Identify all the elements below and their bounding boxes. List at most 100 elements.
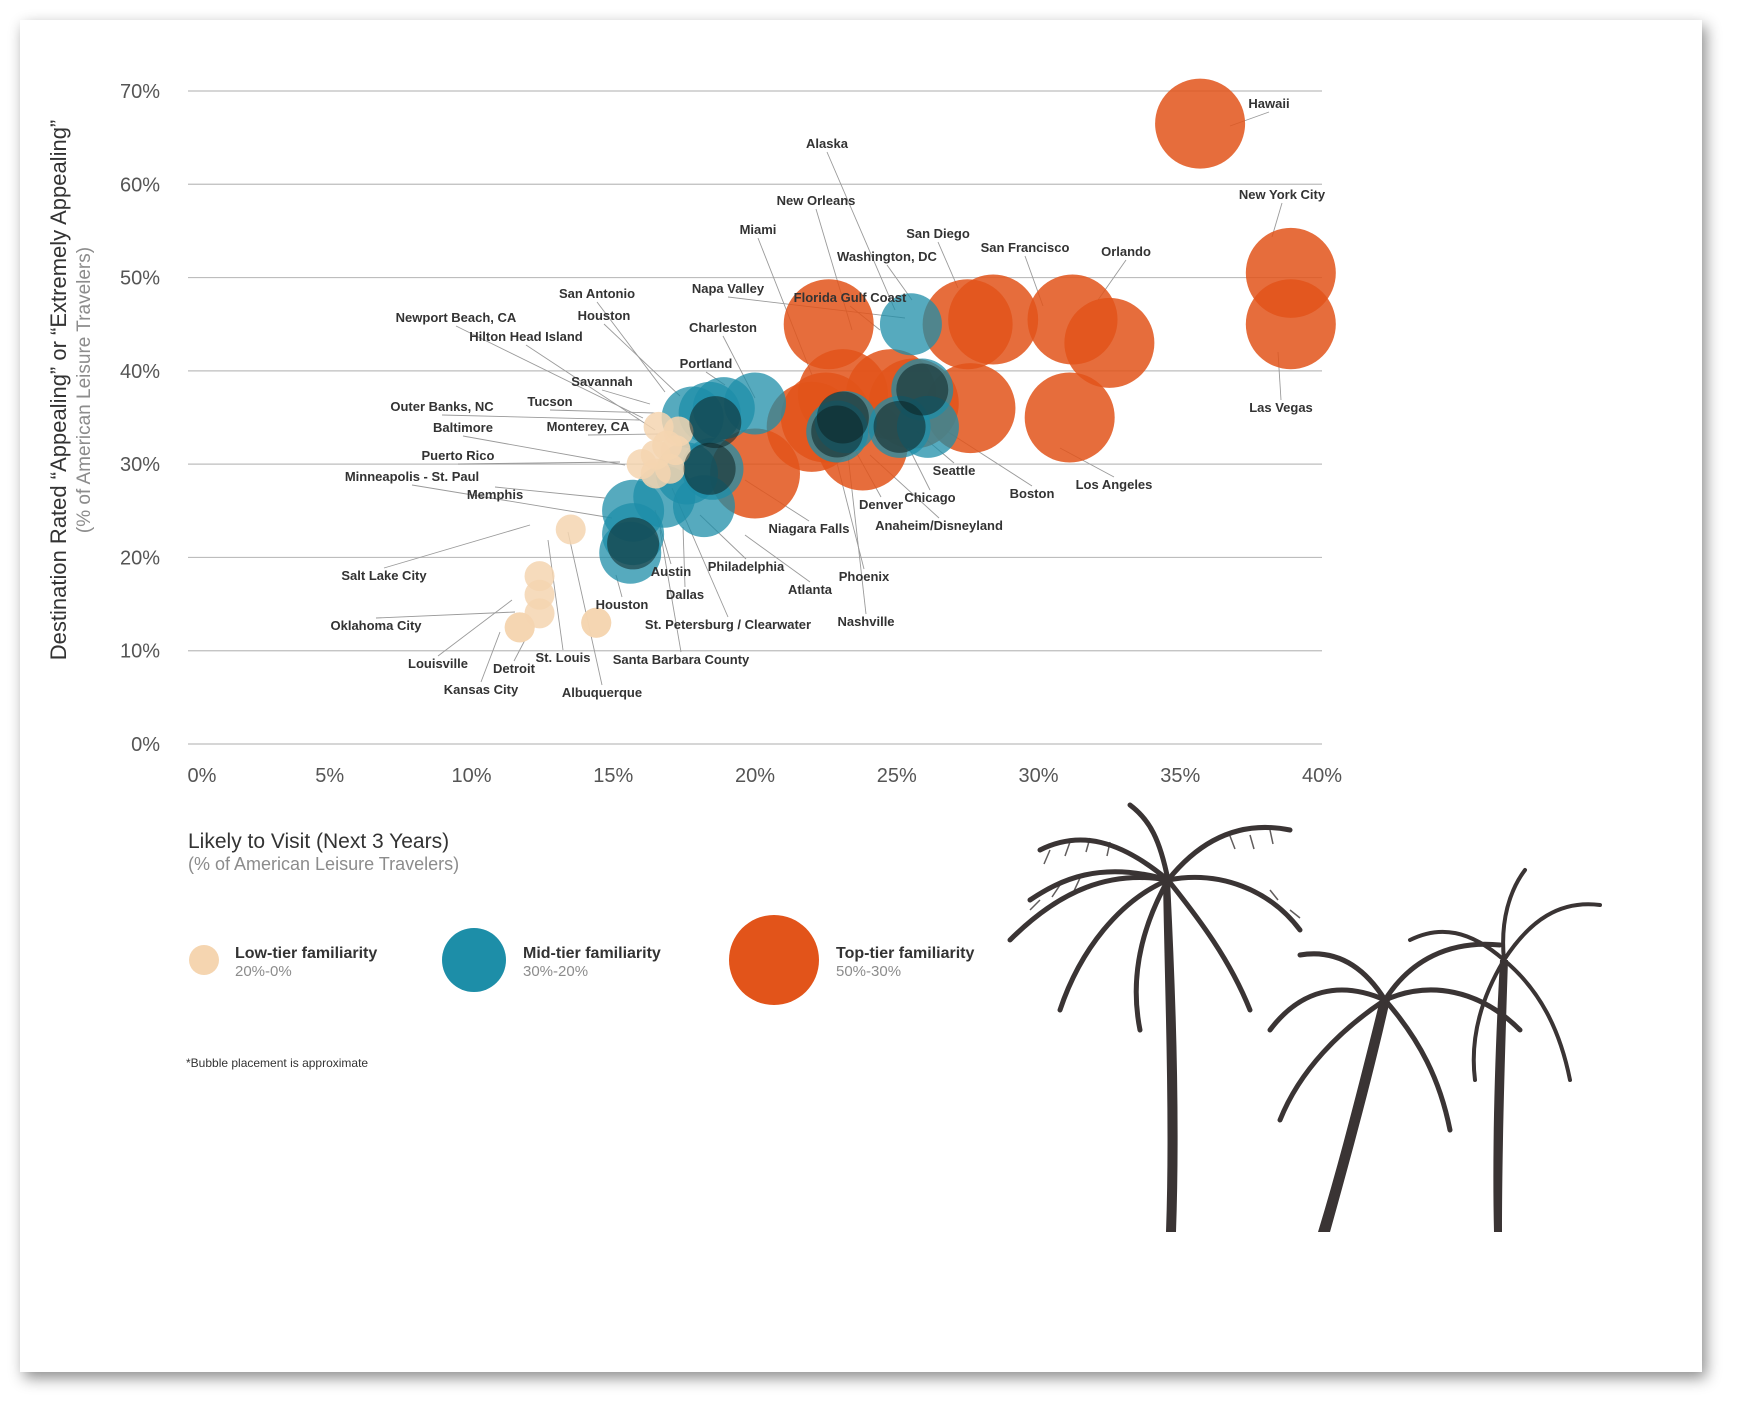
- bubble-overlap: [873, 400, 926, 453]
- city-label: Tucson: [527, 394, 572, 409]
- city-label: Atlanta: [788, 582, 833, 597]
- city-label: Newport Beach, CA: [396, 310, 517, 325]
- city-label: Oklahoma City: [330, 618, 422, 633]
- y-axis-title: Destination Rated “Appealing” or “Extrem…: [46, 120, 95, 661]
- leader-line: [826, 151, 896, 311]
- y-tick-label: 30%: [120, 454, 160, 476]
- legend-mid-range: 30%-20%: [523, 963, 588, 980]
- city-label: New Orleans: [777, 193, 856, 208]
- legend-top-swatch: [729, 915, 819, 1005]
- y-tick-label: 60%: [120, 174, 160, 196]
- leader-line: [682, 526, 686, 588]
- city-label: Florida Gulf Coast: [794, 290, 907, 305]
- leader-line: [525, 344, 656, 431]
- city-label: Niagara Falls: [769, 521, 850, 536]
- x-axis-sublabel: (% of American Leisure Travelers): [188, 854, 459, 874]
- legend-low-swatch: [189, 945, 219, 975]
- bubble-low: [640, 458, 671, 489]
- legend-top-range: 50%-30%: [836, 963, 901, 980]
- bubble-overlap: [607, 517, 660, 570]
- city-label: Napa Valley: [692, 281, 765, 296]
- x-tick-labels: 0% 5% 10% 15% 20% 25% 30% 35% 40%: [188, 765, 1343, 787]
- legend-low-name: Low-tier familiarity: [235, 945, 377, 962]
- city-label: Hawaii: [1248, 96, 1289, 111]
- city-label: Houston: [578, 308, 631, 323]
- city-label: San Francisco: [981, 240, 1070, 255]
- palm-trunk-right: [1318, 1000, 1390, 1232]
- city-label: Salt Lake City: [341, 568, 427, 583]
- y-axis-label: Destination Rated “Appealing” or “Extrem…: [46, 120, 71, 661]
- y-tick-label: 50%: [120, 268, 160, 290]
- leader-line: [457, 461, 621, 465]
- city-label: Louisville: [408, 656, 468, 671]
- bubble-mid: [879, 293, 942, 356]
- palm-frond-fringe-left: [1029, 829, 1301, 919]
- bubble-top: [1027, 274, 1118, 365]
- leader-line: [547, 539, 564, 651]
- city-label: Philadelphia: [708, 559, 785, 574]
- legend-mid-swatch: [442, 928, 506, 992]
- city-label: Phoenix: [839, 569, 890, 584]
- bubble-top: [1245, 279, 1336, 370]
- y-tick-label: 70%: [120, 81, 160, 103]
- legend-mid-name: Mid-tier familiarity: [523, 945, 661, 962]
- city-label: Austin: [651, 564, 692, 579]
- city-label: Baltimore: [433, 420, 493, 435]
- leader-line: [455, 325, 644, 419]
- y-axis-sublabel: (% of American Leisure Travelers): [74, 247, 95, 533]
- x-tick-label: 10%: [451, 765, 491, 787]
- city-label: New York City: [1239, 187, 1326, 202]
- leader-line: [441, 414, 641, 421]
- palm-trees-illustration: [1007, 802, 1602, 1232]
- bubble-low: [504, 612, 535, 643]
- bubble-top: [783, 279, 874, 370]
- x-tick-label: 5%: [315, 765, 344, 787]
- city-label: San Diego: [906, 226, 970, 241]
- leader-line: [480, 631, 501, 683]
- city-label: Memphis: [467, 487, 523, 502]
- city-label: Los Angeles: [1076, 477, 1153, 492]
- bubble-top: [1155, 78, 1246, 169]
- footnote: *Bubble placement is approximate: [186, 1056, 368, 1070]
- city-label: Alaska: [806, 136, 849, 151]
- leader-line: [549, 409, 656, 414]
- city-label: Orlando: [1101, 244, 1151, 259]
- city-label: Outer Banks, NC: [390, 399, 494, 414]
- bubble-chart: 0% 10% 20% 30% 40% 50% 60% 70% 0% 5% 10% 15% 20% 25%…: [46, 78, 1602, 1232]
- city-label: Savannah: [571, 374, 632, 389]
- bubble-overlap: [811, 405, 864, 458]
- gridlines: [188, 90, 1322, 745]
- legend: Low-tier familiarity 20%-0% Mid-tier fam…: [189, 915, 974, 1005]
- x-tick-label: 15%: [593, 765, 633, 787]
- leader-line: [513, 639, 526, 662]
- x-tick-label: 20%: [735, 765, 775, 787]
- city-label: Monterey, CA: [547, 419, 630, 434]
- y-tick-label: 40%: [120, 361, 160, 383]
- bubble-low: [555, 514, 586, 545]
- y-tick-label: 0%: [131, 734, 160, 756]
- y-tick-labels: 0% 10% 20% 30% 40% 50% 60% 70%: [120, 81, 160, 756]
- x-axis-title: Likely to Visit (Next 3 Years) (% of Ame…: [188, 830, 459, 874]
- bubbles: [504, 78, 1336, 643]
- y-tick-label: 10%: [120, 641, 160, 663]
- leader-line: [494, 486, 606, 499]
- leader-line: [411, 484, 613, 519]
- leader-line: [659, 529, 682, 653]
- x-tick-label: 25%: [877, 765, 917, 787]
- bubble-overlap: [689, 396, 742, 449]
- palm-fronds-far-right: [1408, 868, 1602, 1082]
- city-label: Washington, DC: [837, 249, 938, 264]
- city-label: Kansas City: [444, 682, 519, 697]
- city-label: St. Louis: [536, 650, 591, 665]
- city-label: Minneapolis - St. Paul: [345, 469, 479, 484]
- city-label: Denver: [859, 497, 903, 512]
- leader-line: [375, 611, 516, 619]
- bubble-low: [581, 607, 612, 638]
- city-label: Boston: [1010, 486, 1055, 501]
- city-label: Seattle: [933, 463, 976, 478]
- y-tick-label: 20%: [120, 547, 160, 569]
- leader-line: [596, 301, 666, 393]
- city-labels: Hawaii Alaska New York City New OrleansMiam…: [330, 96, 1325, 700]
- city-label: Dallas: [666, 587, 704, 602]
- city-label: Detroit: [493, 661, 536, 676]
